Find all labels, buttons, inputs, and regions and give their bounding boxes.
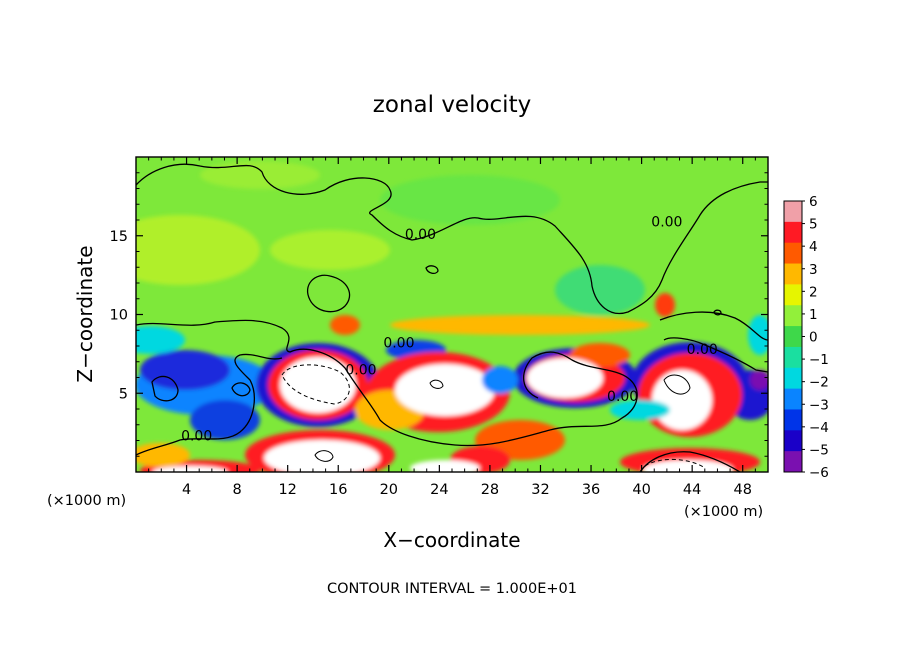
y-tick-label: 5 — [119, 386, 128, 402]
contour-zero-mid-band — [136, 319, 638, 447]
colorbar-swatch — [784, 430, 802, 452]
y-axis-ticks: 5 10 15 — [110, 172, 768, 457]
field-blob — [395, 364, 495, 416]
colorbar-swatch — [784, 242, 802, 265]
y-tick-label: 15 — [110, 229, 128, 245]
colorbar-tick-label: 2 — [809, 284, 818, 300]
contour-label: 0.00 — [405, 227, 436, 243]
contour-zero-small-left — [231, 382, 251, 397]
field-blob — [200, 161, 320, 189]
contour-label: 0.00 — [345, 362, 376, 378]
colorbar-tick-label: 5 — [809, 217, 818, 233]
colorbar-swatch — [784, 263, 802, 285]
contour-label: 0.00 — [687, 342, 718, 358]
contour-label: 0.00 — [383, 336, 414, 352]
contour-zero-left-blob — [151, 375, 179, 402]
x-tick-label: 16 — [329, 482, 347, 498]
contour-dashed-max-1 — [281, 364, 350, 405]
y-axis-label: Z−coordinate — [73, 245, 97, 382]
contour-lines — [136, 163, 768, 472]
colorbar-tick-label: −3 — [809, 397, 829, 413]
colorbar: 6 5 4 3 2 1 0 −1 −2 −3 −4 −5 −6 — [783, 194, 829, 481]
colorbar-tick-label: −6 — [809, 465, 829, 481]
x-tick-label: 4 — [182, 482, 191, 498]
x-tick-label: 32 — [531, 482, 549, 498]
contour-label: 0.00 — [651, 214, 682, 230]
x-axis-label: X−coordinate — [383, 528, 520, 552]
field-blob — [152, 466, 228, 472]
contour-solid-max-small-2 — [429, 379, 444, 389]
colorbar-tick-label: 6 — [809, 194, 818, 210]
x-tick-label: 8 — [233, 482, 242, 498]
field-blob — [270, 230, 390, 270]
field-blob — [410, 460, 480, 472]
colorbar-tick-label: −2 — [809, 375, 829, 391]
field-blob — [527, 358, 603, 398]
field-blob — [380, 175, 560, 225]
chart-title: zonal velocity — [373, 92, 531, 118]
colorbar-swatch — [784, 326, 802, 348]
x-unit-right: (×1000 m) — [684, 504, 763, 520]
colorbar-tick-label: 4 — [809, 239, 818, 255]
x-tick-label: 28 — [481, 482, 499, 498]
contour-label: 0.00 — [181, 429, 212, 445]
contour-labels: 0.00 0.00 0.00 0.00 0.00 0.00 0.00 — [181, 214, 718, 444]
colorbar-tick-label: 0 — [809, 330, 818, 346]
contour-zero-upper-left — [136, 163, 768, 315]
field-blob — [643, 460, 733, 472]
colorbar-swatch — [784, 305, 802, 327]
colorbar-swatch — [784, 367, 802, 390]
x-tick-label: 36 — [582, 482, 600, 498]
field-blob — [136, 326, 185, 354]
colorbar-tick-label: 1 — [809, 307, 818, 323]
field-blob — [610, 400, 670, 420]
colorbar-swatch — [784, 451, 802, 473]
colorbar-swatch — [784, 284, 802, 306]
x-axis-ticks: 4 8 12 16 20 24 28 32 36 40 44 48 — [148, 157, 756, 498]
x-tick-label: 44 — [683, 482, 701, 498]
x-tick-label: 20 — [380, 482, 398, 498]
colorbar-swatch — [784, 346, 802, 369]
field-blob — [750, 370, 768, 390]
field-blob — [140, 350, 230, 390]
contour-zero-small-island — [425, 265, 439, 275]
colorbar-tick-label: −4 — [809, 420, 829, 436]
contour-interval-note: CONTOUR INTERVAL = 1.000E+01 — [327, 581, 577, 597]
contour-solid-max-small-3 — [663, 374, 691, 395]
x-tick-label: 40 — [632, 482, 650, 498]
field-blob — [330, 315, 360, 335]
y-tick-label: 10 — [110, 308, 128, 324]
colorbar-swatch — [784, 201, 802, 223]
field-blob — [264, 440, 380, 472]
x-unit-left: (×1000 m) — [47, 493, 126, 509]
colorbar-tick-label: −1 — [809, 352, 829, 368]
x-tick-label: 12 — [278, 482, 296, 498]
contour-zero-right-band — [659, 311, 768, 373]
colorbar-swatch — [784, 409, 802, 431]
field-blob — [655, 293, 675, 317]
contour-dashed-max-2 — [644, 458, 706, 469]
contour-small-right — [713, 309, 722, 316]
field-blob — [555, 265, 645, 315]
contour-zero-lower-band — [136, 353, 283, 456]
contour-solid-max-small-1 — [314, 450, 334, 462]
colorbar-swatch — [784, 388, 802, 410]
x-tick-label: 48 — [733, 482, 751, 498]
field-blob — [652, 370, 712, 430]
contour-label: 0.00 — [607, 389, 638, 405]
x-tick-label: 24 — [430, 482, 448, 498]
plot-area: 0.00 0.00 0.00 0.00 0.00 0.00 0.00 — [136, 157, 768, 472]
colorbar-tick-label: −5 — [809, 442, 829, 458]
colorbar-swatch — [784, 221, 802, 244]
field-blob — [482, 366, 518, 394]
field-blob — [390, 315, 650, 335]
colorbar-tick-label: 3 — [809, 262, 818, 278]
contour-zero-lower-right — [639, 451, 741, 472]
field-blob — [136, 215, 260, 285]
contour-zero-upper-island — [306, 274, 351, 313]
